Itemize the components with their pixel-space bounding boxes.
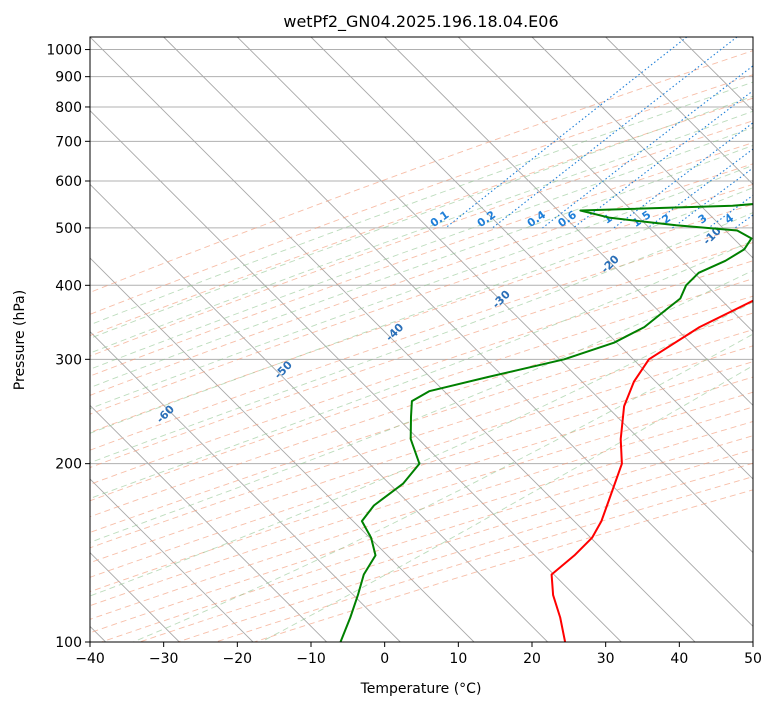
x-tick-label: 20 (523, 651, 541, 667)
mixing-ratio-line (445, 37, 688, 229)
x-tick-label: 30 (597, 651, 615, 667)
dry-adiabat-line (90, 183, 753, 415)
x-axis-title: Temperature (°C) (360, 681, 482, 697)
dry-adiabat-line (90, 97, 753, 337)
profile-series (339, 203, 753, 642)
moist-adiabat-line (90, 164, 753, 410)
dry-adiabat-line (90, 50, 753, 293)
dry-adiabat-line (90, 163, 753, 396)
isotherm-line (310, 37, 753, 480)
y-tick-label: 500 (55, 221, 82, 237)
x-axis-ticks: −40 −30 −20 −10 0 10 20 30 40 50 (75, 642, 762, 667)
x-tick-label: −30 (149, 651, 179, 667)
moist-adiabat-line (90, 187, 753, 434)
y-tick-label: 1000 (46, 43, 82, 59)
isotherm-line (605, 37, 753, 185)
x-tick-label: 10 (449, 651, 467, 667)
mixing-ratio-line (672, 167, 753, 229)
moist-adiabat-line (90, 127, 753, 370)
dry-adiabat-line (177, 462, 753, 642)
moist-adiabat-line (90, 110, 753, 354)
dry-adiabat-line (90, 142, 753, 377)
mixing-ratio-line (613, 122, 753, 229)
isotherm-line (90, 37, 696, 642)
isotherm-line (531, 37, 753, 259)
y-tick-label: 800 (55, 100, 82, 116)
mixing-ratio-line (542, 65, 753, 229)
y-tick-label: 600 (55, 174, 82, 190)
plot-frame (89, 36, 754, 643)
x-tick-label: −10 (296, 651, 326, 667)
y-tick-label: 300 (55, 352, 82, 368)
dry-adiabat-line (254, 489, 753, 642)
skewed-isotherms (90, 37, 753, 642)
dewpoint-profile-line (339, 203, 753, 642)
moist-adiabat-line (90, 212, 753, 464)
y-axis-title: Pressure (hPa) (12, 290, 28, 390)
dry-adiabats (90, 50, 753, 642)
y-tick-label: 200 (55, 457, 82, 473)
temperature-profile-line (550, 299, 753, 642)
isotherm-line (90, 404, 327, 642)
dry-adiabat-line (139, 449, 753, 642)
x-tick-label: −40 (75, 651, 105, 667)
chart-title: wetPf2_GN04.2025.196.18.04.E06 (283, 12, 558, 32)
x-tick-label: 50 (744, 651, 762, 667)
pressure-gridlines (90, 49, 753, 642)
moist-adiabat-line (90, 144, 753, 389)
dry-adiabat-line (90, 361, 753, 578)
moist-adiabat-line (90, 81, 753, 326)
dry-adiabat-line (90, 120, 753, 357)
x-tick-label: 40 (670, 651, 688, 667)
moist-adiabat-line (90, 239, 753, 499)
moist-adiabat-line (260, 365, 753, 642)
isotherm-line (90, 110, 622, 642)
dry-adiabat-line (215, 476, 753, 642)
isotherm-line (90, 257, 475, 642)
y-axis-ticks: 100 200 300 400 500 600 700 800 900 1000 (46, 43, 90, 651)
isotherm-line (163, 37, 753, 627)
isotherm-line (90, 183, 548, 642)
isotherm-line (384, 37, 753, 406)
mixing-ratio-lines (445, 37, 753, 229)
y-tick-label: 900 (55, 70, 82, 86)
y-tick-label: 400 (55, 278, 82, 294)
dry-adiabat-line (90, 345, 753, 564)
dry-adiabat-line (101, 435, 753, 642)
x-tick-label: −20 (223, 651, 253, 667)
isotherm-line (458, 37, 753, 333)
dry-adiabat-line (90, 329, 753, 549)
isotherm-line (90, 331, 401, 642)
y-tick-label: 700 (55, 134, 82, 150)
plot-area: 0.10.20.40.611.52346810131620253036-100-… (90, 37, 753, 642)
moist-adiabats (90, 81, 753, 642)
x-tick-label: 0 (380, 651, 389, 667)
isotherm-line (237, 37, 753, 554)
y-tick-label: 100 (55, 635, 82, 651)
